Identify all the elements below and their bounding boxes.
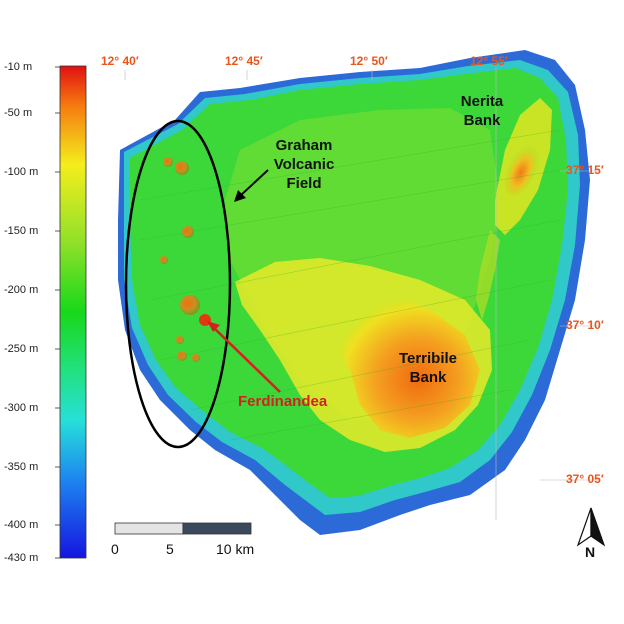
nerita-bank-label: Nerita Bank: [450, 92, 514, 130]
depth-label-3: -150 m: [4, 225, 39, 237]
lon-label-1: 12° 45′: [225, 54, 263, 68]
volcanic-cones: [160, 157, 211, 362]
terribile-line-0: Terribile: [398, 350, 458, 367]
lat-label-0: 37° 15′: [566, 163, 604, 177]
graham-arrow: [234, 169, 269, 202]
scale-tick-0: 0: [111, 541, 119, 557]
ferdinandea-arrow: [207, 321, 281, 393]
lon-label-0: 12° 40′: [101, 54, 139, 68]
ferdinandea-label: Ferdinandea: [238, 393, 328, 410]
depth-label-1: -50 m: [4, 107, 33, 119]
nerita-ridge-tail: [476, 230, 500, 320]
lat-label-1: 37° 10′: [566, 318, 604, 332]
depth-label-7: -350 m: [4, 461, 39, 473]
nerita-line-1: Bank: [463, 112, 501, 129]
terribile-line-1: Bank: [409, 369, 447, 386]
depth-colorbar: [59, 65, 87, 559]
depth-label-4: -200 m: [4, 284, 39, 296]
terribile-bank-label: Terribile Bank: [388, 349, 468, 387]
lat-label-2: 37° 05′: [566, 472, 604, 486]
depth-label-6: -300 m: [4, 402, 39, 414]
nerita-line-0: Nerita: [460, 93, 504, 110]
north-label: N: [585, 544, 596, 560]
graham-volcanic-field-label: Graham Volcanic Field: [260, 136, 348, 193]
depth-label-5: -250 m: [4, 343, 39, 355]
graham-line-0: Graham: [275, 137, 333, 154]
graham-field-outline: [124, 119, 232, 449]
colorbar-ticks: [55, 66, 60, 559]
scale-tick-1: 5: [166, 541, 174, 557]
lon-label-2: 12° 50′: [350, 54, 388, 68]
north-arrow-icon: [576, 507, 606, 547]
graham-line-1: Volcanic: [273, 156, 335, 173]
nerita-bank-peak: [504, 143, 540, 197]
depth-label-2: -100 m: [4, 166, 39, 178]
terribile-bank-shape: [325, 290, 480, 438]
depth-label-9: -430 m: [4, 552, 39, 564]
depth-label-0: -10 m: [4, 61, 33, 73]
coord-grid: [124, 68, 600, 520]
graham-line-2: Field: [286, 175, 322, 192]
scale-bar: [114, 522, 252, 535]
scale-tick-2: 10 km: [216, 541, 255, 557]
lon-label-3: 12° 55′: [470, 54, 508, 68]
depth-label-8: -400 m: [4, 519, 39, 531]
